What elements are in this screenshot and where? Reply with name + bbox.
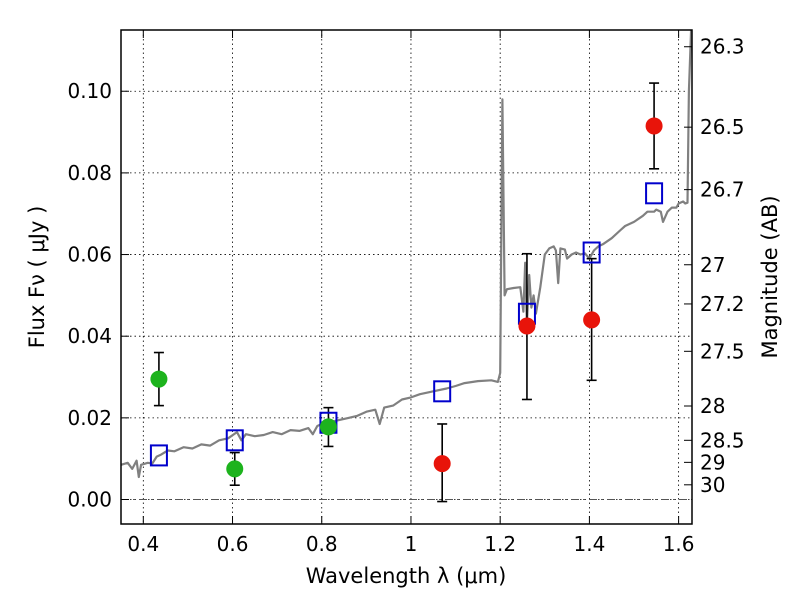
magnitude-tick-label: 26.7: [700, 178, 745, 202]
model-point-square: [433, 380, 452, 403]
green-data-point: [150, 370, 168, 388]
spectrum-line: [120, 29, 693, 479]
x-tick-label: 1.2: [484, 532, 516, 556]
model-point-square: [645, 182, 664, 205]
y-tick-label: 0.08: [67, 161, 112, 185]
x-tick-label: 1.6: [663, 532, 695, 556]
magnitude-tick-label: 28.5: [700, 428, 745, 452]
red-data-point: [645, 117, 663, 135]
magnitude-tick-label: 26.5: [700, 115, 745, 139]
magnitude-tick-label: 27.5: [700, 339, 745, 363]
red-data-point: [433, 455, 451, 473]
x-tick-label: 0.8: [306, 532, 338, 556]
magnitude-tick-label: 28: [700, 394, 725, 418]
x-tick-label: 0.4: [127, 532, 159, 556]
y-axis-ticks: 0.00 0.02 0.04 0.06 0.08 0.10: [67, 79, 129, 512]
magnitude-tick-label: 27: [700, 253, 725, 277]
model-point-square: [225, 429, 244, 452]
x-axis-ticks: 0.4 0.6 0.8 1 1.2 1.4 1.6: [127, 30, 695, 556]
data-points-layer: [150, 117, 663, 478]
spectrum-layer: [120, 29, 693, 479]
red-data-point: [583, 311, 601, 329]
plot-frame: [120, 29, 693, 525]
x-tick-label: 0.6: [217, 532, 249, 556]
x-tick-label: 1.4: [573, 532, 605, 556]
magnitude-tick-label: 27.2: [700, 292, 745, 316]
green-data-point: [226, 460, 244, 478]
green-data-point: [319, 418, 337, 436]
magnitude-axis-title: Magnitude (AB): [758, 195, 782, 358]
y-tick-label: 0.06: [67, 243, 112, 267]
y-tick-label: 0.04: [67, 324, 112, 348]
magnitude-tick-label: 29: [700, 450, 725, 474]
red-data-point: [518, 317, 536, 335]
y-axis-title: Flux Fν ( μJy ): [25, 206, 49, 349]
y-tick-label: 0.10: [67, 79, 112, 103]
x-axis-title: Wavelength λ (μm): [306, 564, 507, 588]
model-point-square: [149, 444, 168, 467]
magnitude-tick-label: 26.3: [700, 35, 745, 59]
y-tick-label: 0.02: [67, 406, 112, 430]
model-point-square: [582, 241, 601, 264]
magnitude-tick-label: 30: [700, 473, 725, 497]
y-tick-label: 0.00: [67, 488, 112, 512]
x-tick-label: 1: [405, 532, 418, 556]
